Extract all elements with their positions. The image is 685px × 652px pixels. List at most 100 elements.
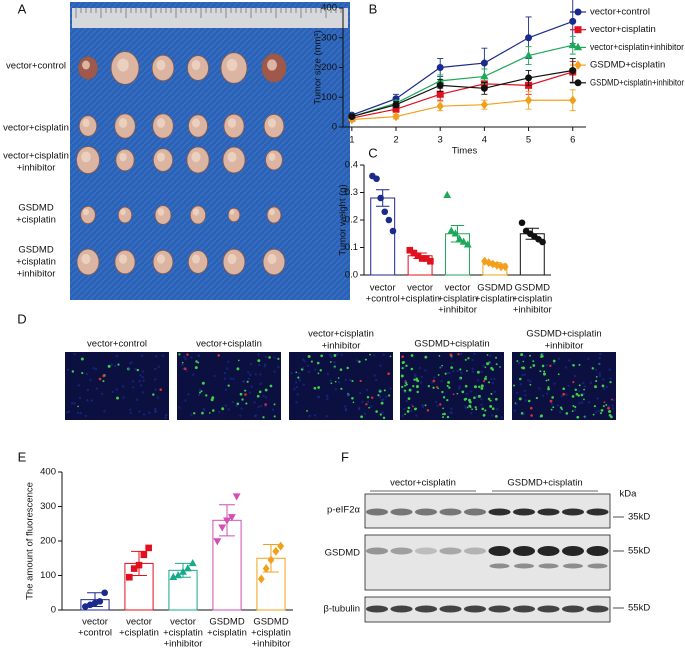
nucleus [185,369,188,372]
cell [442,416,445,419]
cell [539,370,542,373]
nucleus [115,354,119,358]
nucleus [249,362,253,366]
marker [232,493,241,501]
marker [227,514,236,522]
nucleus [131,380,135,383]
marker [524,95,533,105]
tumor-highlight [191,151,201,163]
nucleus [558,410,562,414]
row-label: +inhibitor [17,163,56,174]
nucleus [140,354,144,357]
cell [491,407,495,411]
tumor-highlight [117,58,129,72]
nucleus [154,378,157,381]
nucleus [587,357,590,361]
cell [199,391,201,394]
cell [603,401,606,404]
legend-marker [574,8,582,16]
row-label: vector+cisplatin [3,151,69,162]
nucleus [480,398,483,401]
nucleus [598,374,602,378]
cell [446,384,449,388]
nucleus [73,352,76,356]
marker [213,538,222,546]
cell [358,360,361,363]
nucleus [471,367,474,370]
x-tick-label: 3 [438,135,443,146]
nucleus [587,401,591,404]
band [415,508,437,516]
cell [552,406,555,409]
cell [473,396,476,400]
nucleus [271,408,275,411]
cell [375,410,378,413]
cell [562,392,566,396]
panel-label: F [341,449,349,464]
y-tick-label: 0.0 [345,270,358,281]
nucleus [154,388,157,391]
nucleus [264,404,267,408]
cell [210,398,214,402]
nucleus [249,373,252,376]
western-blot [364,490,624,623]
nucleus [538,387,541,390]
row-label: GSDMD [18,245,54,256]
nucleus [517,361,521,365]
y-axis-label: The amount of fluorescence [25,482,36,600]
nucleus [224,404,227,407]
marker [455,234,464,242]
cell [366,396,370,399]
tumor-highlight [156,254,166,264]
marker [267,555,275,565]
nucleus [450,407,453,411]
tumors [76,51,287,276]
cell [334,380,337,383]
band [488,546,511,556]
cell [116,396,119,400]
nucleus [157,365,161,368]
tumor-highlight [81,253,91,265]
marker [463,240,472,248]
cell [297,376,300,379]
row-label: +inhibitor [17,269,56,280]
cell [578,384,581,387]
tumor-highlight [82,60,90,70]
nucleus [259,382,262,386]
band [586,508,609,516]
marker [257,574,265,584]
legend-label: vector+cisplatin [590,24,656,35]
cell [410,354,414,357]
nucleus [313,414,317,417]
band [390,547,413,555]
x-tick-label: GSDMD [515,283,551,294]
cell [547,387,550,391]
nucleus [433,376,436,379]
cell [469,400,472,404]
cell [201,411,204,415]
nucleus [254,373,258,376]
marker [262,564,270,574]
fluorescence-images [65,352,616,420]
nucleus [415,414,418,417]
cell [201,381,205,385]
nucleus [148,411,151,414]
nucleus [471,358,474,362]
cell [435,385,439,389]
tumor-highlight [267,253,277,265]
cell [571,395,575,398]
nucleus [522,412,525,416]
marker [539,238,546,246]
cell [346,366,349,370]
cell [415,378,419,382]
cell [317,386,321,389]
nucleus [366,400,370,404]
y-tick-label: 300 [40,501,56,512]
cell [262,416,265,419]
nucleus [602,387,606,390]
marker [373,175,380,183]
marker [130,565,138,572]
nucleus [325,415,329,418]
nucleus [584,415,587,418]
x-tick-label: +inhibitor [438,305,477,316]
